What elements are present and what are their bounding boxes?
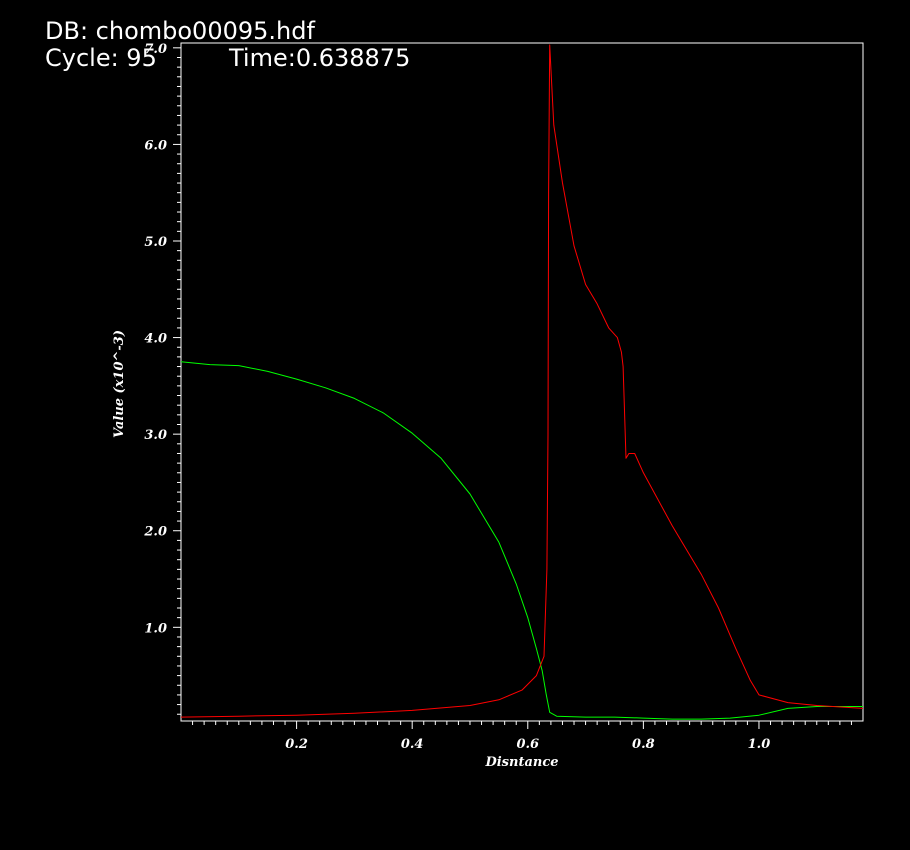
cycle-label: Cycle: 95 bbox=[45, 44, 157, 72]
y-tick-label: 7.0 bbox=[144, 42, 167, 57]
y-tick-label: 6.0 bbox=[144, 138, 167, 153]
series-layer bbox=[180, 44, 864, 720]
time-label: Time:0.638875 bbox=[229, 44, 411, 72]
plot-frame bbox=[180, 42, 864, 722]
tick-labels: 0.2 0.4 0.6 0.8 1.0 1.0 2.0 3.0 4.0 5.0 6.0 7.0 bbox=[143, 42, 770, 752]
y-tick-label: 3.0 bbox=[144, 428, 167, 443]
x-tick-label: 0.8 bbox=[632, 737, 655, 752]
series-line-1 bbox=[180, 361, 863, 720]
database-label: DB: chombo00095.hdf bbox=[45, 17, 315, 45]
x-tick-label: 1.0 bbox=[748, 737, 771, 752]
y-tick-label: 5.0 bbox=[144, 235, 167, 250]
x-axis-label: Disntance bbox=[484, 755, 558, 770]
y-axis-label: Value (x10^-3) bbox=[112, 330, 127, 438]
x-tick-label: 0.4 bbox=[401, 737, 424, 752]
axis-ticks bbox=[173, 47, 852, 729]
y-tick-label: 2.0 bbox=[143, 525, 167, 540]
y-tick-label: 1.0 bbox=[144, 621, 167, 636]
y-tick-label: 4.0 bbox=[144, 332, 167, 347]
series-line-2 bbox=[180, 44, 864, 718]
x-tick-label: 0.6 bbox=[516, 737, 539, 752]
x-tick-label: 0.2 bbox=[285, 737, 308, 752]
